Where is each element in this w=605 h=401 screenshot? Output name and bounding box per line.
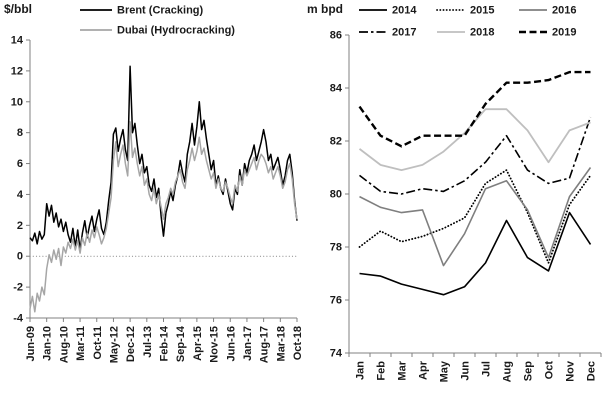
series-line-Brent (Cracking) bbox=[29, 65, 298, 251]
x-tick-label: May bbox=[439, 360, 451, 382]
x-tick-label: Jan-10 bbox=[42, 326, 54, 361]
y-tick-label: 82 bbox=[330, 136, 342, 148]
y-tick-label: 2 bbox=[17, 220, 23, 232]
legend: Brent (Cracking) Dubai (Hydrocracking) bbox=[80, 5, 235, 37]
x-tick-label: Aug-17 bbox=[259, 326, 271, 363]
x-tick-label: Jan-17 bbox=[242, 326, 254, 361]
x-tick-label: Dec-12 bbox=[125, 326, 137, 362]
x-tick-label: Feb bbox=[376, 361, 388, 381]
legend-item-Brent (Cracking): Brent (Cracking) bbox=[80, 5, 204, 17]
oil-demand-chart: m bpd 86 84 82 80 78 76 74 Jan Feb Mar Apr May Jun Ju… bbox=[303, 0, 605, 401]
x-tick-label: Feb-14 bbox=[159, 325, 171, 361]
legend-label: Dubai (Hydrocracking) bbox=[117, 25, 235, 37]
left-chart-unit-label: $/bbl bbox=[4, 2, 33, 16]
y-tick-label: 74 bbox=[330, 348, 343, 360]
y-tick-label: 80 bbox=[330, 189, 342, 201]
legend-label: 2014 bbox=[392, 5, 417, 17]
y-tick-label: 4 bbox=[17, 189, 24, 201]
y-tick-label: 84 bbox=[330, 83, 343, 95]
series-line-2017 bbox=[359, 116, 592, 195]
series-line-2018 bbox=[358, 108, 591, 172]
series-line-2016 bbox=[359, 167, 592, 267]
x-tick-label: Nov bbox=[565, 360, 577, 382]
x-tick-label: Oct-11 bbox=[92, 326, 104, 360]
series-line-2015 bbox=[358, 169, 592, 264]
legend-item-2018: 2018 bbox=[437, 27, 494, 39]
legend-label: 2019 bbox=[552, 27, 576, 39]
x-tick-label: Aug bbox=[502, 361, 514, 382]
y-tick-label: 10 bbox=[11, 96, 23, 108]
x-tick-label: Dec bbox=[586, 361, 598, 381]
legend-label: 2015 bbox=[470, 5, 494, 17]
y-tick-label: -2 bbox=[13, 282, 23, 294]
x-tick-label: Nov-15 bbox=[209, 326, 221, 363]
legend-item-2019: 2019 bbox=[519, 27, 576, 39]
oil-demand-plot: 86 84 82 80 78 76 74 Jan Feb Mar Apr May Jun Jul Aug Se… bbox=[330, 5, 602, 382]
x-tick-label: Jul bbox=[481, 361, 493, 377]
y-tick-label: 12 bbox=[11, 65, 23, 77]
legend-label: 2018 bbox=[470, 27, 494, 39]
right-chart-unit-label: m bpd bbox=[307, 2, 343, 16]
series-line-2014 bbox=[359, 211, 592, 296]
x-tick-label: Mar bbox=[397, 360, 409, 380]
y-tick-label: 6 bbox=[17, 158, 23, 170]
x-tick-label: Mar-11 bbox=[75, 326, 87, 361]
legend-item-2015: 2015 bbox=[436, 5, 494, 17]
legend-item-Dubai (Hydrocracking): Dubai (Hydrocracking) bbox=[80, 25, 235, 37]
series-line-Dubai (Hydrocracking) bbox=[29, 121, 298, 313]
legend-item-2016: 2016 bbox=[519, 5, 576, 17]
x-tick-label: Apr bbox=[418, 360, 430, 380]
x-tick-label: Apr-15 bbox=[192, 326, 204, 361]
y-tick-label: 86 bbox=[330, 30, 342, 42]
x-tick-label: May-12 bbox=[108, 326, 120, 363]
y-tick-label: 78 bbox=[330, 242, 342, 254]
legend-label: 2017 bbox=[392, 27, 416, 39]
x-tick-label: Oct bbox=[544, 361, 556, 380]
x-tick-label: Sep-14 bbox=[175, 325, 187, 362]
legend-item-2017: 2017 bbox=[359, 27, 416, 39]
series-line-2019 bbox=[358, 70, 591, 148]
x-tick-label: Sep bbox=[523, 361, 535, 381]
legend-label: Brent (Cracking) bbox=[117, 5, 204, 17]
x-tick-label: Jun-16 bbox=[225, 326, 237, 361]
x-tick-label: Mar-18 bbox=[275, 326, 287, 361]
y-tick-label: 0 bbox=[17, 251, 23, 263]
legend-label: 2016 bbox=[552, 5, 576, 17]
y-tick-label: 8 bbox=[17, 127, 23, 139]
x-tick-label: Jun bbox=[460, 361, 472, 381]
x-tick-label: Jul-13 bbox=[142, 326, 154, 358]
legend-item-2014: 2014 bbox=[359, 5, 417, 17]
x-tick-label: Jun-09 bbox=[25, 326, 37, 361]
y-tick-label: 14 bbox=[11, 35, 24, 47]
refining-margins-chart: $/bbl 14 12 10 8 6 4 2 0 -2 -4 Jun-09 Jan-10 Aug-10 M… bbox=[4, 2, 303, 364]
x-tick-label: Aug-10 bbox=[58, 326, 70, 363]
legend: 2014 2015 2016 2017 2018 2019 bbox=[359, 5, 576, 39]
y-tick-label: -4 bbox=[13, 313, 24, 325]
y-tick-label: 76 bbox=[330, 295, 342, 307]
x-tick-label: Jan bbox=[355, 361, 367, 380]
x-tick-label: Oct-18 bbox=[292, 326, 303, 360]
